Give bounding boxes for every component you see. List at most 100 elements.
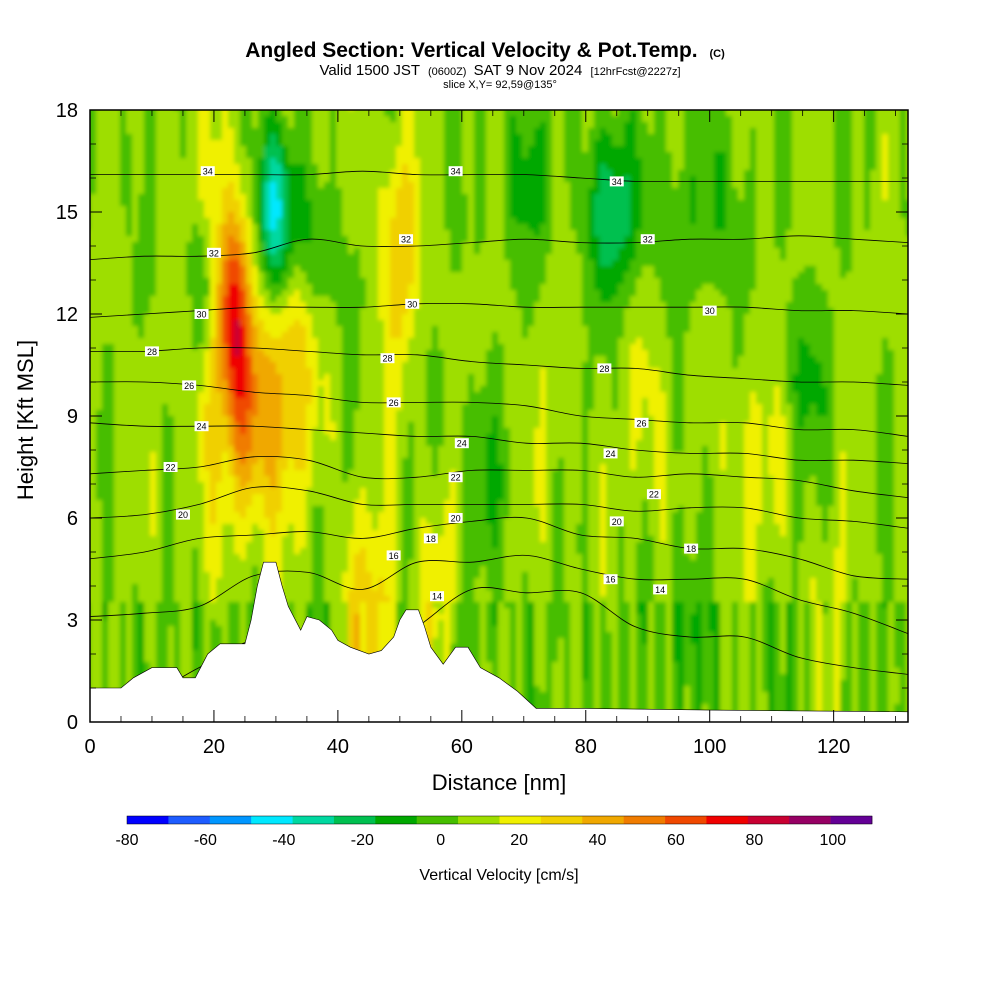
contour-label-24: 24 <box>603 448 618 459</box>
contour-label-18: 18 <box>684 543 699 554</box>
contour-label-text: 26 <box>389 398 399 408</box>
x-axis-label: Distance [nm] <box>432 770 567 795</box>
contour-label-text: 22 <box>166 463 176 473</box>
colorbar-swatch <box>665 816 707 824</box>
contour-label-box <box>597 363 612 374</box>
valid-time: Valid 1500 JST <box>319 62 419 79</box>
contour-label-box <box>603 448 618 459</box>
contour-label-box <box>702 305 717 316</box>
contour-label-box <box>684 543 699 554</box>
contour-label-box <box>430 591 445 602</box>
contour-label-text: 28 <box>382 354 392 364</box>
contour-label-text: 22 <box>451 473 461 483</box>
x-tick-label: 40 <box>327 736 349 758</box>
contour-label-text: 24 <box>197 422 207 432</box>
contour-label-text: 20 <box>612 517 622 527</box>
plot-area <box>90 110 908 722</box>
contour-label-box <box>175 509 190 520</box>
valid-utc: (0600Z) <box>428 66 467 78</box>
theta-contour-32 <box>90 235 908 260</box>
contour-label-24: 24 <box>194 421 209 432</box>
contour-label-box <box>144 346 159 357</box>
contour-label-text: 18 <box>686 544 696 554</box>
colorbar-tick-label: 20 <box>510 832 528 849</box>
colorbar-swatch <box>251 816 293 824</box>
contour-label-34: 34 <box>448 166 463 177</box>
y-axis-ticks: 0 3 6 9 12 15 18 <box>56 100 908 734</box>
contour-label-32: 32 <box>399 234 414 245</box>
colorbar-tick-label: -20 <box>351 832 374 849</box>
contour-label-text: 26 <box>637 418 647 428</box>
contour-label-box <box>603 574 618 585</box>
colorbar-tick-label: -40 <box>272 832 295 849</box>
contour-label-30: 30 <box>194 309 209 320</box>
contour-label-box <box>206 247 221 258</box>
contour-label-20: 20 <box>609 516 624 527</box>
theta-contour-18 <box>90 516 908 580</box>
contour-label-text: 34 <box>612 177 622 187</box>
contour-label-30: 30 <box>405 298 420 309</box>
theta-contour-24 <box>90 422 908 464</box>
contour-label-26: 26 <box>182 380 197 391</box>
contour-label-text: 34 <box>203 167 213 177</box>
colorbar-swatch <box>623 816 666 824</box>
theta-contour-22 <box>90 455 908 498</box>
contour-label-text: 14 <box>655 585 665 595</box>
contour-label-text: 28 <box>147 347 157 357</box>
contour-label-28: 28 <box>597 363 612 374</box>
contour-label-14: 14 <box>653 584 668 595</box>
colorbar-swatch <box>127 816 169 824</box>
x-tick-label: 120 <box>817 736 850 758</box>
contour-label-box <box>646 489 661 500</box>
contour-label-box <box>194 421 209 432</box>
contour-label-box <box>609 516 624 527</box>
colorbar-swatch <box>830 816 873 824</box>
contour-label-text: 32 <box>643 235 653 245</box>
contour-label-text: 18 <box>426 534 436 544</box>
valid-date: SAT 9 Nov 2024 <box>474 62 583 79</box>
x-tick-label: 100 <box>693 736 726 758</box>
theta-contour-28 <box>90 347 908 386</box>
contour-label-text: 30 <box>705 306 715 316</box>
contour-label-22: 22 <box>163 462 178 473</box>
contour-label-24: 24 <box>454 438 469 449</box>
contour-label-16: 16 <box>603 574 618 585</box>
contour-label-28: 28 <box>380 353 395 364</box>
chart-title-main: Angled Section: Vertical Velocity & Pot.… <box>245 39 697 62</box>
x-axis-ticks: 0 20 40 60 80 100 120 <box>84 110 897 758</box>
y-tick-label: 6 <box>67 508 78 530</box>
contour-label-34: 34 <box>609 176 624 187</box>
colorbar-tick-label: -60 <box>194 832 217 849</box>
contour-label-32: 32 <box>640 234 655 245</box>
x-tick-label: 80 <box>575 736 597 758</box>
colorbar-swatch <box>582 816 624 824</box>
contour-label-text: 26 <box>184 381 194 391</box>
y-tick-label: 0 <box>67 712 78 734</box>
contour-label-text: 20 <box>178 510 188 520</box>
x-tick-label: 20 <box>203 736 225 758</box>
terrain-mask <box>90 561 908 722</box>
copyright-mark: (C) <box>709 48 725 60</box>
slice-info: slice X,Y= 92,59@135° <box>443 79 557 91</box>
contour-label-28: 28 <box>144 346 159 357</box>
colorbar-swatch <box>292 816 335 824</box>
contour-label-14: 14 <box>430 591 445 602</box>
colorbar-label: Vertical Velocity [cm/s] <box>419 867 578 884</box>
contour-label-32: 32 <box>206 247 221 258</box>
contour-label-18: 18 <box>423 533 438 544</box>
theta-contour-16 <box>90 554 908 634</box>
chart-subtitle: Valid 1500 JST (0600Z) SAT 9 Nov 2024 [1… <box>319 62 680 79</box>
contour-label-26: 26 <box>634 417 649 428</box>
contour-label-box <box>609 176 624 187</box>
contour-label-text: 34 <box>451 167 461 177</box>
contour-label-text: 30 <box>407 299 417 309</box>
colorbar-tick-label: 80 <box>746 832 764 849</box>
theta-contour-26 <box>90 381 908 437</box>
contour-label-box <box>399 234 414 245</box>
theta-contour-20 <box>90 486 908 529</box>
contour-label-text: 32 <box>209 248 219 258</box>
contour-label-text: 24 <box>457 439 467 449</box>
contour-label-box <box>634 417 649 428</box>
contour-label-box <box>454 438 469 449</box>
